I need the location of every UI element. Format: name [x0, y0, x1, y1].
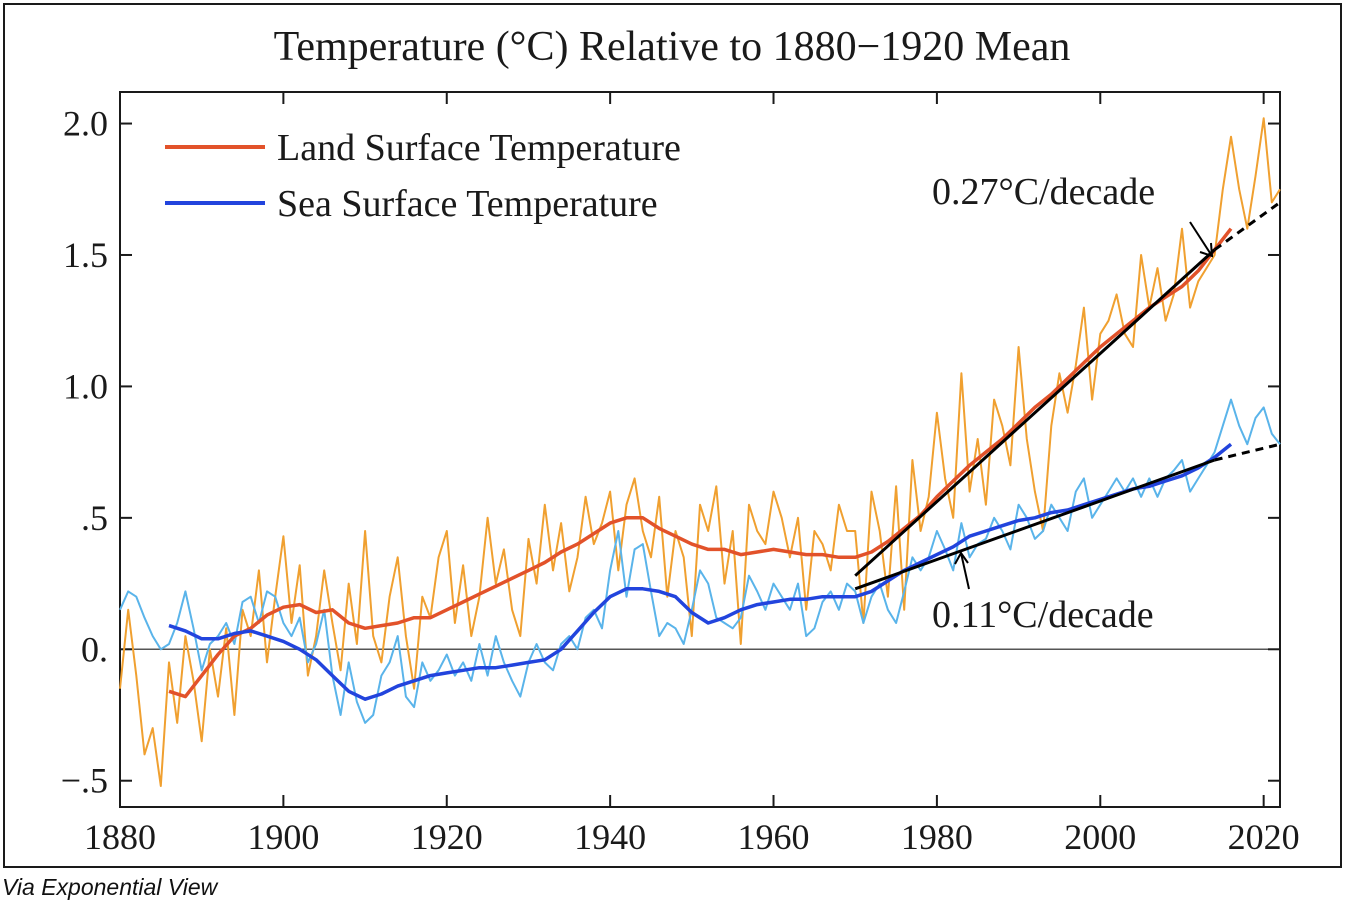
y-tick-label: 0.	[81, 629, 108, 669]
y-tick-label: −.5	[61, 761, 108, 801]
trend-extension-sea	[1214, 442, 1281, 462]
trend-arrowhead-land	[1199, 242, 1214, 258]
x-tick-label: 1980	[901, 817, 973, 857]
chart-title: Temperature (°C) Relative to 1880−1920 M…	[274, 24, 1071, 70]
series-lines	[119, 117, 1281, 787]
legend: Land Surface Temperature Sea Surface Tem…	[165, 127, 681, 225]
y-tick-label: 1.0	[63, 366, 108, 406]
x-tick-label: 1960	[738, 817, 810, 857]
y-tick-label: 1.5	[63, 235, 108, 275]
source-caption: Via Exponential View	[2, 874, 218, 900]
trend-arrowhead-sea	[954, 551, 969, 565]
x-tick-label: 1900	[247, 817, 319, 857]
x-tick-label: 1920	[411, 817, 483, 857]
x-tick-label: 2020	[1228, 817, 1300, 857]
sea-smoothed-line	[168, 442, 1233, 701]
sea-monthly-line	[119, 398, 1281, 724]
y-tick-label: .5	[81, 498, 108, 538]
land-smoothed-line	[168, 227, 1233, 699]
trend-line-land	[854, 248, 1216, 577]
x-tick-label: 1940	[574, 817, 646, 857]
trend-arrow-sea	[960, 552, 970, 590]
x-tick-label: 2000	[1064, 817, 1136, 857]
legend-label-land: Land Surface Temperature	[277, 127, 681, 169]
x-tick-label: 1880	[84, 817, 156, 857]
trend-lines	[854, 201, 1281, 591]
annotations: 0.27°C/decade 0.11°C/decade	[932, 171, 1214, 636]
y-tick-label: 2.0	[63, 104, 108, 144]
axis-ticks: 2.0 1.5 1.0 .5 0. −.5 1880 1900 1920 1940 1960 1980…	[61, 92, 1300, 857]
trend-label-sea: 0.11°C/decade	[932, 594, 1154, 636]
trend-line-sea	[854, 458, 1216, 591]
trend-arrow-land	[1189, 221, 1213, 257]
trend-label-land: 0.27°C/decade	[932, 171, 1155, 213]
legend-label-sea: Sea Surface Temperature	[277, 183, 658, 225]
plot-area	[119, 91, 1281, 808]
